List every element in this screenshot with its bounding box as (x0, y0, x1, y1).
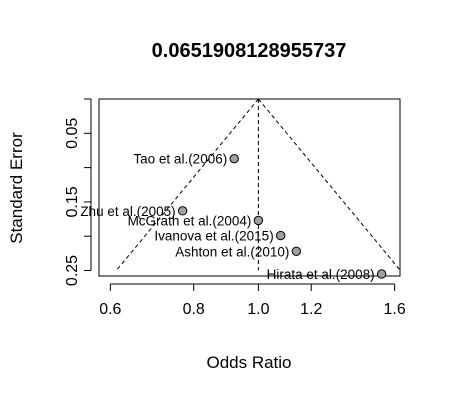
x-tick-label: 0.6 (99, 301, 121, 318)
x-tick-label: 0.8 (183, 301, 205, 318)
x-tick-label: 1.6 (383, 301, 405, 318)
y-tick-label: 0.25 (64, 255, 81, 286)
data-points: Tao et al.(2006) Zhu et al.(2005)McGrath … (80, 152, 387, 282)
data-point (177, 206, 188, 216)
data-point (253, 215, 264, 226)
funnel-lines (115, 98, 401, 271)
funnel-right-line (258, 98, 401, 271)
chart-title: 0.0651908128955737 (152, 40, 347, 62)
data-point (275, 230, 286, 241)
plot-frame (98, 98, 401, 277)
y-axis: 0.05 0.15 0.25 (64, 98, 92, 286)
point-label: Ivanova et al.(2015) (154, 229, 273, 244)
x-tick-label: 1.0 (247, 301, 269, 318)
x-axis: 0.6 0.8 1.0 1.2 1.6 (99, 283, 406, 318)
y-axis-label: Standard Error (7, 132, 26, 244)
y-tick-label: 0.15 (64, 186, 81, 217)
x-tick-label: 1.2 (300, 301, 322, 318)
point-label: Tao et al.(2006) (133, 152, 227, 167)
point-label: Ashton et al.(2010) (175, 244, 289, 259)
data-point (291, 246, 302, 257)
funnel-left-line (115, 98, 259, 271)
y-tick-label: 0.05 (64, 118, 81, 149)
data-point (376, 269, 387, 279)
point-label: Zhu et al.(2005) (80, 204, 175, 219)
point-label: Hirata et al.(2008) (267, 267, 375, 282)
x-axis-label: Odds Ratio (206, 353, 291, 372)
data-point (229, 153, 239, 164)
point-label: McGrath et al.(2004) (128, 213, 252, 228)
